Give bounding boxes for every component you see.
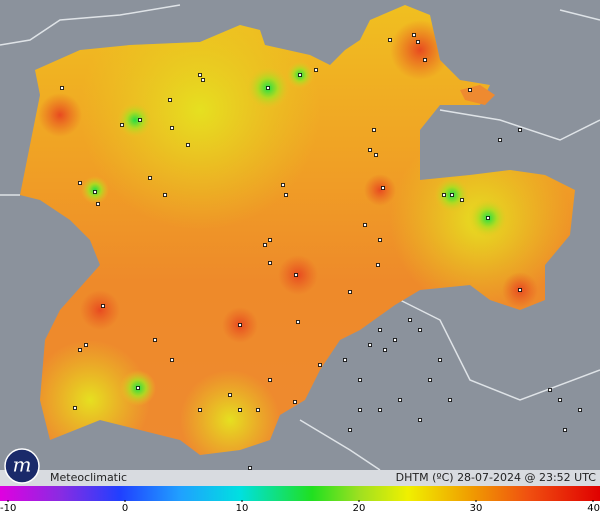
station xyxy=(238,323,242,327)
station xyxy=(268,261,272,265)
station xyxy=(136,386,140,390)
station xyxy=(78,348,82,352)
station xyxy=(563,428,567,432)
station xyxy=(153,338,157,342)
station xyxy=(268,378,272,382)
station xyxy=(318,363,322,367)
station xyxy=(448,398,452,402)
station xyxy=(498,138,502,142)
station xyxy=(296,320,300,324)
station xyxy=(228,393,232,397)
station xyxy=(578,408,582,412)
borders xyxy=(0,4,600,471)
scale-tick-label: 20 xyxy=(353,503,366,514)
station xyxy=(378,328,382,332)
station xyxy=(78,181,82,185)
station xyxy=(138,118,142,122)
station xyxy=(186,143,190,147)
station xyxy=(170,126,174,130)
station xyxy=(378,408,382,412)
scale-tick-label: 30 xyxy=(470,503,483,514)
station xyxy=(266,86,270,90)
station xyxy=(168,98,172,102)
station xyxy=(393,338,397,342)
station xyxy=(268,238,272,242)
station xyxy=(442,193,446,197)
station xyxy=(84,343,88,347)
station xyxy=(372,128,376,132)
scale-tick-label: 10 xyxy=(236,503,249,514)
station xyxy=(363,223,367,227)
station xyxy=(73,406,77,410)
station xyxy=(416,40,420,44)
station xyxy=(163,193,167,197)
scale-ticks: -10 0 10 20 30 40 xyxy=(0,500,600,514)
station xyxy=(198,408,202,412)
logo-mark: m xyxy=(13,453,32,477)
station xyxy=(358,378,362,382)
station xyxy=(418,328,422,332)
station xyxy=(518,288,522,292)
station xyxy=(256,408,260,412)
station xyxy=(284,193,288,197)
station xyxy=(376,263,380,267)
station xyxy=(101,304,105,308)
station xyxy=(518,128,522,132)
station xyxy=(248,466,252,470)
station xyxy=(368,343,372,347)
station xyxy=(96,202,100,206)
station xyxy=(460,198,464,202)
station xyxy=(398,398,402,402)
station xyxy=(548,388,552,392)
station xyxy=(468,88,472,92)
station xyxy=(348,428,352,432)
station xyxy=(293,400,297,404)
station xyxy=(314,68,318,72)
station xyxy=(423,58,427,62)
station xyxy=(388,38,392,42)
scale-tick-label: -10 xyxy=(0,503,16,514)
stations xyxy=(60,33,582,477)
station xyxy=(343,358,347,362)
brand: Meteoclimatic xyxy=(50,471,127,484)
station xyxy=(450,193,454,197)
station xyxy=(170,358,174,362)
station xyxy=(294,273,298,277)
station xyxy=(281,183,285,187)
station xyxy=(198,73,202,77)
station xyxy=(374,153,378,157)
station xyxy=(378,238,382,242)
station xyxy=(486,216,490,220)
station xyxy=(381,186,385,190)
scale-tick-label: 0 xyxy=(122,503,128,514)
station xyxy=(298,73,302,77)
footer-strip xyxy=(0,470,600,486)
station xyxy=(558,398,562,402)
station xyxy=(368,148,372,152)
station xyxy=(120,123,124,127)
station xyxy=(201,78,205,82)
station xyxy=(438,358,442,362)
color-scale xyxy=(0,486,600,501)
station xyxy=(148,176,152,180)
scale-tick-label: 40 xyxy=(587,503,600,514)
station xyxy=(383,348,387,352)
logo xyxy=(4,448,40,484)
station xyxy=(418,418,422,422)
station xyxy=(428,378,432,382)
station xyxy=(412,33,416,37)
station xyxy=(238,408,242,412)
station xyxy=(348,290,352,294)
station xyxy=(93,190,97,194)
station xyxy=(408,318,412,322)
station xyxy=(358,408,362,412)
station xyxy=(263,243,267,247)
station xyxy=(60,86,64,90)
caption: DHTM (ºC) 28-07-2024 @ 23:52 UTC xyxy=(396,471,597,484)
